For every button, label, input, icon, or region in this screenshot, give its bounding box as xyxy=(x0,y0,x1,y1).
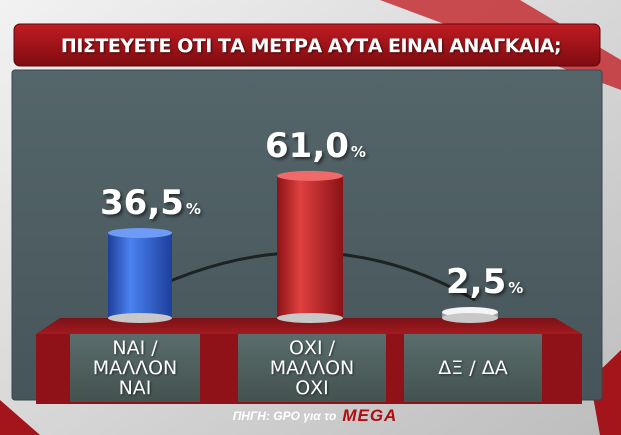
source-note: ΠΗΓΗ: GPO για το MEGA xyxy=(200,405,430,427)
bar-base-3 xyxy=(442,313,498,323)
brand-logo: MEGA xyxy=(342,406,398,425)
bar-base-1 xyxy=(108,313,172,323)
background-swoosh-dark xyxy=(0,400,40,435)
bar-1 xyxy=(108,232,172,318)
value-number: 2,5 xyxy=(446,262,507,302)
value-unit: % xyxy=(185,199,201,218)
value-number: 36,5 xyxy=(100,182,184,223)
category-box-2 xyxy=(238,334,386,402)
bars-layer xyxy=(108,170,498,323)
value-label-2: 61,0% xyxy=(265,126,366,166)
title-bar xyxy=(13,23,601,67)
stage-top xyxy=(36,318,582,334)
bar-cap-1 xyxy=(108,227,172,238)
source-prefix: ΠΗΓΗ: GPO για το xyxy=(232,409,337,423)
category-box-1 xyxy=(70,334,200,402)
bar-cap-2 xyxy=(277,170,343,181)
category-label-3: ΔΞ / ΔΑ xyxy=(438,357,508,379)
value-label-3: 2,5% xyxy=(446,262,523,302)
category-label-2: ΟΧΙ / ΜΑΛΛΟΝ ΟΧΙ xyxy=(269,337,355,399)
value-number: 61,0 xyxy=(265,125,349,166)
bar-2 xyxy=(277,175,343,318)
value-label-1: 36,5% xyxy=(100,183,201,223)
category-box-3 xyxy=(404,334,542,402)
value-unit: % xyxy=(508,279,524,297)
value-unit: % xyxy=(350,142,366,161)
background-swoosh-right xyxy=(590,350,621,435)
category-label-1: ΝΑΙ / ΜΑΛΛΟΝ ΝΑΙ xyxy=(92,337,178,399)
bar-base-2 xyxy=(277,313,343,323)
chart-title: ΠΙΣΤΕΥΕΤΕ ΟΤΙ ΤΑ ΜΕΤΡΑ ΑΥΤΑ ΕΙΝΑΙ ΑΝΑΓΚΑ… xyxy=(60,35,562,57)
